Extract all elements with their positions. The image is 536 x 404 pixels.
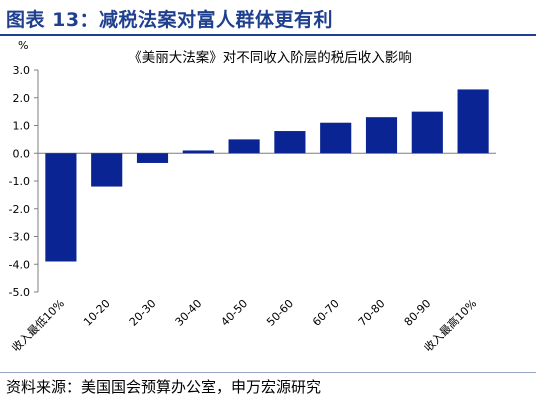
y-tick-label: 3.0	[13, 64, 31, 77]
x-category-label: 10-20	[81, 297, 113, 329]
bar	[45, 153, 77, 262]
y-tick-label: -3.0	[9, 231, 30, 244]
chart-title: 《美丽大法案》对不同收入阶层的税后收入影响	[128, 49, 412, 66]
bars-group	[45, 89, 489, 262]
x-category-label: 40-50	[218, 297, 250, 329]
bar	[274, 131, 306, 154]
y-tick-label: 0.0	[13, 147, 31, 160]
bar	[91, 153, 123, 187]
x-category-label: 收入最低10%	[9, 296, 67, 354]
bar	[457, 89, 489, 154]
y-tick-labels: 3.0 2.0 1.0 0.0 -1.0 -2.0 -3.0 -4.0 -5.0	[9, 64, 30, 299]
x-category-label: 60-70	[310, 297, 342, 329]
report-header: 图表 13：减税法案对富人群体更有利	[0, 0, 536, 36]
y-tick-label: -4.0	[9, 258, 30, 271]
bar	[411, 111, 443, 154]
x-category-label: 70-80	[356, 297, 388, 329]
bar	[320, 122, 352, 154]
x-category-labels: 收入最低10% 10-20 20-30 30-40 40-50 50-60 60-70 70-…	[9, 296, 480, 354]
y-axis-unit-label: %	[18, 39, 28, 52]
x-category-label: 80-90	[402, 297, 434, 329]
bar	[182, 150, 214, 154]
y-tick-label: -5.0	[9, 286, 30, 299]
y-tick-label: -2.0	[9, 203, 30, 216]
y-tick-label: 1.0	[13, 120, 31, 133]
x-category-label: 50-60	[264, 297, 296, 329]
footer-divider	[0, 372, 536, 373]
bar	[365, 117, 398, 154]
figure-title: 图表 13：减税法案对富人群体更有利	[6, 9, 334, 31]
header-divider	[0, 34, 536, 36]
source-note: 资料来源：美国国会预算办公室，申万宏源研究	[6, 378, 322, 396]
y-tick-label: -1.0	[9, 175, 30, 188]
bar	[228, 139, 260, 154]
bar-chart: % 《美丽大法案》对不同收入阶层的税后收入影响 3.0 2.0 1.0 0.0 -1.0…	[9, 39, 496, 355]
x-category-label: 20-30	[127, 297, 159, 329]
bar	[136, 153, 169, 163]
y-tick-label: 2.0	[13, 92, 31, 105]
x-category-label: 30-40	[173, 297, 205, 329]
